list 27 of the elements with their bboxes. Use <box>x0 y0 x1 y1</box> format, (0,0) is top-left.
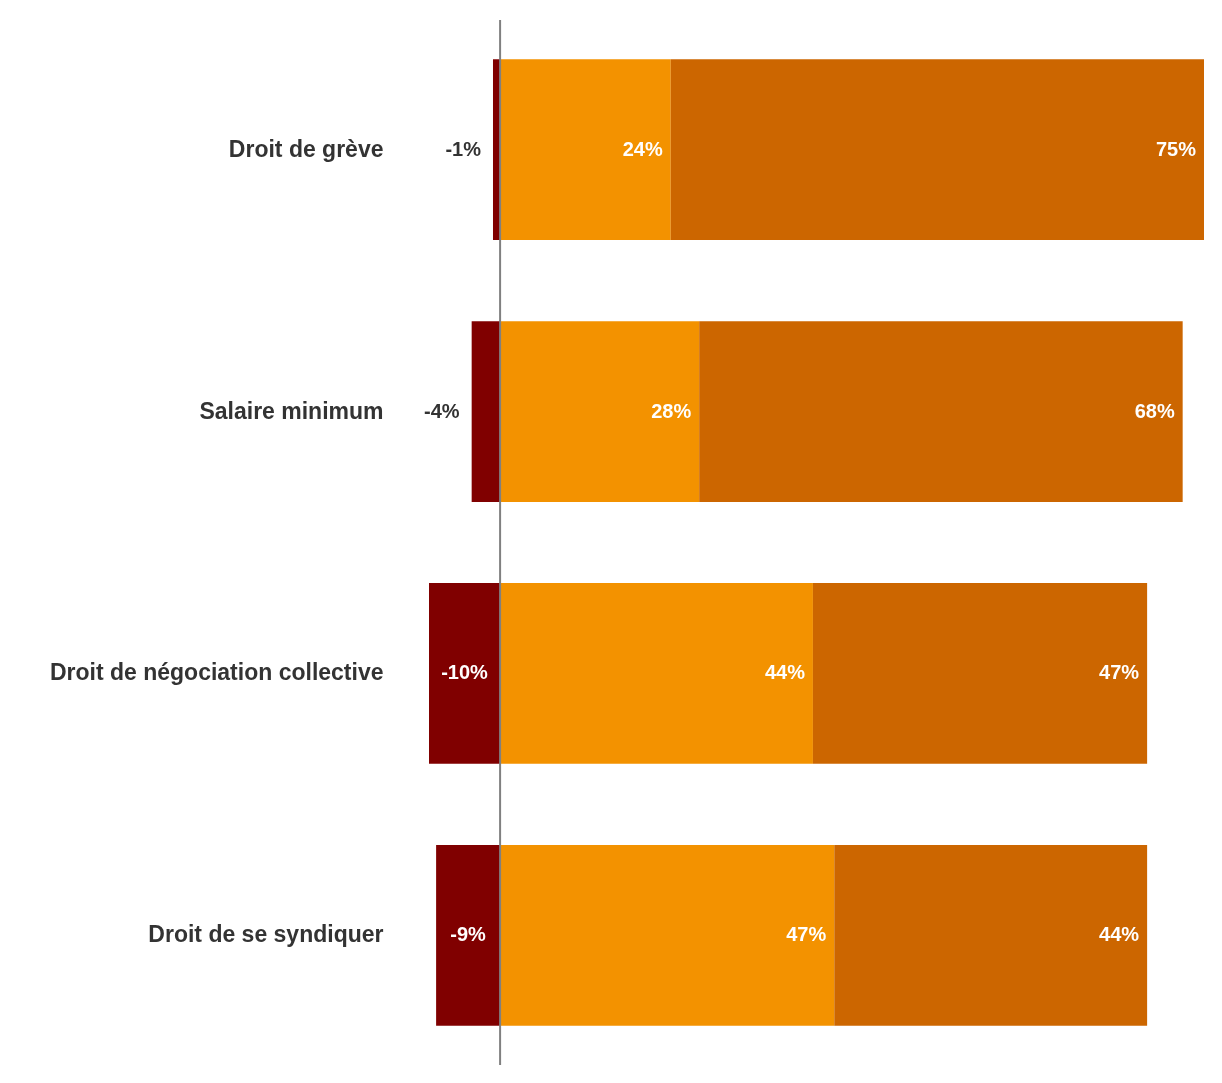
data-label: 24% <box>622 137 663 160</box>
bar <box>500 59 671 240</box>
bar <box>500 321 700 502</box>
data-label: 44% <box>1099 923 1140 946</box>
data-label: -10% <box>441 661 489 684</box>
data-label: -4% <box>424 399 460 422</box>
data-label: -1% <box>445 137 482 160</box>
data-label: 28% <box>651 399 692 422</box>
y-tick-label: Droit de négociation collective <box>49 659 384 686</box>
y-tick-label: Droit de grève <box>228 135 384 162</box>
data-label: 68% <box>1134 399 1175 422</box>
bar <box>471 321 501 502</box>
bar <box>500 845 835 1026</box>
y-tick-label: Droit de se syndiquer <box>148 921 384 948</box>
bar <box>699 321 1183 502</box>
data-label: 44% <box>764 661 806 684</box>
bar <box>429 583 501 764</box>
bar <box>812 583 1148 764</box>
bar <box>500 583 813 764</box>
bar <box>670 59 1204 240</box>
bar <box>436 845 501 1026</box>
data-label: 75% <box>1155 137 1197 160</box>
y-tick-label: Salaire minimum <box>199 397 384 424</box>
data-label: 47% <box>786 923 827 946</box>
data-label: -9% <box>450 923 487 946</box>
bar <box>834 845 1148 1026</box>
data-label: 47% <box>1099 661 1140 684</box>
